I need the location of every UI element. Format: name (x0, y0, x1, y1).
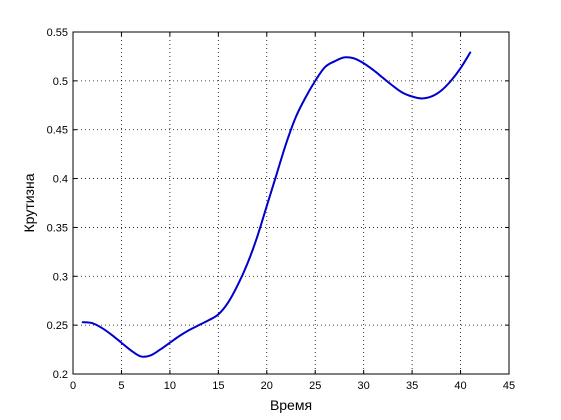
y-axis-label: Крутизна (21, 173, 37, 232)
y-tick-label: 0.35 (47, 222, 68, 234)
x-tick-label: 15 (212, 380, 224, 392)
y-tick-label: 0.5 (53, 76, 68, 88)
x-tick-label: 20 (261, 380, 273, 392)
x-tick-label: 0 (70, 380, 76, 392)
y-tick-label: 0.4 (53, 174, 68, 186)
x-tick-label: 25 (309, 380, 321, 392)
y-tick-label: 0.45 (47, 125, 68, 137)
x-tick-label: 10 (164, 380, 176, 392)
x-tick-label: 30 (358, 380, 370, 392)
x-tick-label: 40 (454, 380, 466, 392)
y-tick-label: 0.3 (53, 271, 68, 283)
series-line (81, 51, 472, 358)
grid-lines (73, 32, 509, 374)
x-tick-label: 35 (406, 380, 418, 392)
y-tick-label: 0.2 (53, 369, 68, 381)
axis-ticks (72, 31, 510, 375)
plot-area (72, 31, 510, 375)
y-tick-labels: 0.2 0.25 0.3 0.35 0.4 0.45 0.5 0.55 (47, 27, 68, 381)
x-tick-label: 45 (503, 380, 515, 392)
x-axis-label: Время (270, 397, 312, 413)
y-tick-label: 0.55 (47, 27, 68, 39)
y-tick-label: 0.25 (47, 320, 68, 332)
x-tick-label: 5 (118, 380, 124, 392)
x-tick-labels: 0 5 10 15 20 25 30 35 40 45 (70, 380, 515, 392)
